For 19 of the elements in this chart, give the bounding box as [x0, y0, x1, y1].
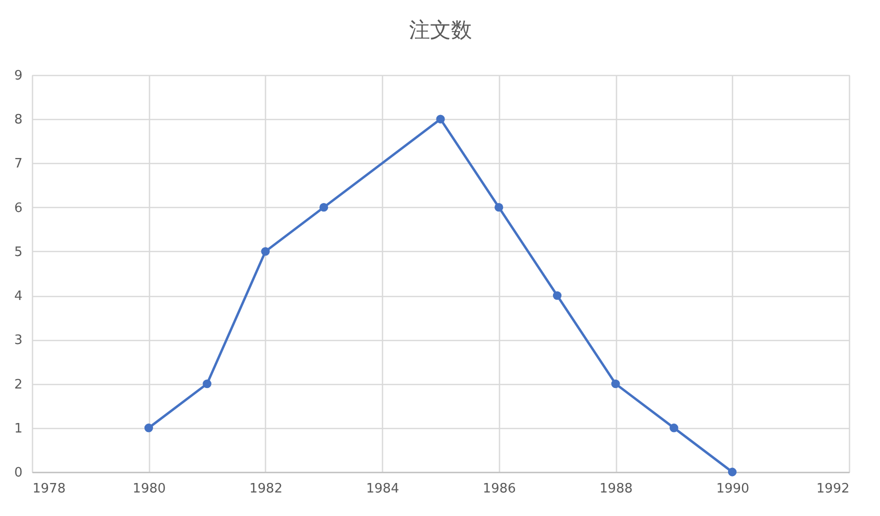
y-tick-label: 9 [14, 68, 22, 84]
x-tick-label: 1992 [816, 482, 850, 496]
y-tick-label: 8 [14, 112, 22, 128]
y-tick-label: 2 [14, 377, 22, 392]
y-tick-label: 3 [14, 333, 22, 348]
x-tick-label: 1986 [482, 482, 516, 496]
y-tick-label: 5 [14, 244, 22, 260]
x-tick-label: 1980 [132, 482, 166, 496]
x-tick-label: 1982 [249, 482, 282, 496]
y-tick-label: 0 [14, 466, 22, 480]
x-tick-label: 1990 [716, 482, 750, 496]
chart-title: 注文数 [409, 18, 472, 42]
x-tick-label: 1988 [600, 482, 633, 496]
y-tick-label: 4 [14, 289, 22, 304]
x-tick-label: 1984 [366, 482, 400, 496]
y-tick-label: 1 [14, 421, 22, 436]
y-tick-label: 7 [14, 156, 22, 172]
x-tick-label: 1978 [32, 482, 66, 496]
y-tick-label: 6 [14, 200, 22, 216]
